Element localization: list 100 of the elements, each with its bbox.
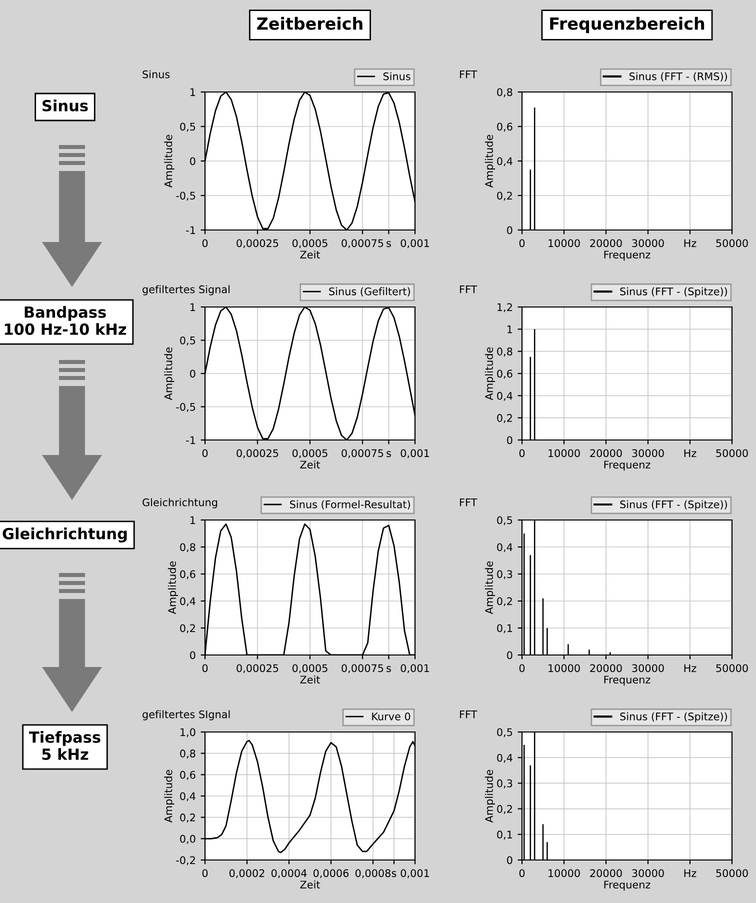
legend-label: Sinus (FFT - (RMS))	[629, 72, 727, 82]
x-tick-label: 0,00025	[236, 239, 278, 248]
x-tick-label: 50000	[716, 239, 748, 248]
x-tick-label: 0	[202, 239, 208, 248]
x-tick-label: 50000	[716, 449, 748, 458]
x-tick-label: 10000	[548, 449, 580, 458]
x-tick-label: 50000	[716, 869, 748, 878]
y-axis-title: Amplitude	[164, 347, 174, 400]
y-tick-label: 0,8	[180, 750, 196, 758]
chart-title: FFT	[460, 498, 478, 506]
y-tick-label: 0,5	[497, 516, 512, 526]
legend-label: Sinus (FFT - (Spitze))	[620, 287, 727, 298]
x-tick-label: 20000	[590, 664, 622, 672]
x-tick-label: Hz	[684, 664, 696, 672]
y-tick-label: 1	[507, 326, 512, 334]
x-tick-label: 0	[519, 664, 525, 672]
text: Gleichrichtung	[2, 528, 127, 542]
y-tick-label: 0,2	[497, 192, 512, 201]
x-tick-label: 30000	[632, 869, 664, 878]
text: Tiefpass 5 kHz	[29, 731, 100, 760]
y-tick-label: 0,3	[497, 779, 512, 788]
x-axis-title: Frequenz	[604, 460, 650, 471]
y-tick-label: -0,2	[176, 856, 195, 866]
chart-title: gefiltertes SIgnal	[142, 710, 230, 720]
text: Bandpass 100 Hz-10 kHz	[4, 306, 126, 335]
legend-label: Sinus (Formel-Resultat)	[290, 500, 410, 510]
y-tick-label: 0,2	[180, 624, 195, 634]
y-tick-label: -1	[186, 436, 196, 444]
y-tick-label: -0,5	[176, 192, 196, 201]
y-tick-label: 0,6	[180, 770, 196, 780]
x-tick-label: 0,00075	[342, 239, 384, 248]
x-tick-label: 0,0002	[229, 869, 264, 878]
chart-title: Gleichrichtung	[142, 498, 218, 508]
x-tick-label: 0	[202, 664, 208, 672]
y-tick-label: 0,4	[497, 543, 512, 552]
x-tick-label: s	[386, 241, 391, 248]
y-tick-label: 1	[190, 516, 196, 524]
x-axis-title: Zeit	[300, 880, 320, 889]
y-tick-label: 0,6	[180, 570, 196, 580]
y-tick-label: 0,8	[497, 88, 512, 98]
y-tick-label: 0,4	[180, 597, 196, 606]
legend-label: Kurve 0	[372, 712, 410, 720]
y-tick-label: 0,2	[497, 414, 512, 423]
x-tick-label: 10000	[548, 239, 580, 248]
y-axis-title: Amplitude	[484, 561, 496, 614]
x-tick-label: Hz	[684, 449, 696, 457]
x-tick-label: 0,00075	[342, 664, 384, 674]
x-tick-label: 10000	[548, 664, 580, 672]
x-tick-label: s	[386, 666, 391, 672]
y-tick-label: 0,3	[497, 570, 512, 580]
y-tick-label: -0,5	[176, 402, 196, 412]
text: Sinus	[42, 100, 88, 112]
x-tick-label: 0	[202, 449, 208, 458]
y-tick-label: 0	[190, 370, 196, 378]
y-tick-label: 0,6	[497, 122, 512, 132]
y-tick-label: 0,1	[497, 830, 512, 840]
x-tick-label: s	[392, 871, 396, 878]
y-tick-label: 0,2	[180, 814, 195, 822]
x-tick-label: 0,0005	[292, 239, 328, 248]
x-tick-label: 0,001	[400, 869, 429, 878]
y-axis-title: Amplitude	[484, 347, 496, 400]
x-tick-label: 0,0008	[355, 869, 391, 878]
y-tick-label: 0	[190, 157, 196, 166]
x-tick-label: 0,0004	[271, 869, 307, 878]
chart-title: FFT	[460, 286, 478, 294]
y-tick-label: 0,5	[180, 122, 196, 132]
y-tick-label: 0,4	[497, 392, 512, 401]
y-tick-label: 1,2	[498, 303, 512, 312]
y-tick-label: 0	[190, 651, 196, 660]
y-tick-label: 1	[190, 88, 196, 96]
y-axis-title: Amplitude	[168, 561, 178, 614]
x-tick-label: 30000	[632, 239, 664, 248]
chart-title: FFT	[460, 70, 478, 78]
y-axis-title: Amplitude	[484, 134, 496, 188]
y-tick-label: 0,8	[180, 543, 196, 552]
text: Zeitbereich	[257, 16, 362, 30]
y-tick-label: -1	[186, 226, 196, 234]
x-tick-label: 10000	[548, 869, 580, 878]
y-tick-label: 0,5	[180, 336, 196, 346]
x-tick-label: 0,001	[400, 449, 429, 458]
y-tick-label: 0,4	[180, 792, 196, 802]
y-tick-label: 0,6	[497, 370, 512, 379]
x-tick-label: 0	[519, 239, 525, 248]
legend-label: Sinus (FFT - (Spitze))	[620, 500, 727, 510]
x-tick-label: 0	[519, 449, 525, 458]
x-tick-label: s	[386, 451, 391, 458]
x-tick-label: Hz	[684, 239, 696, 247]
x-tick-label: 0,0005	[292, 449, 328, 458]
y-axis-title: Amplitude	[164, 770, 174, 823]
y-tick-label: 1	[190, 303, 196, 311]
x-tick-label: 20000	[590, 449, 622, 458]
y-tick-label: 1,0	[180, 728, 196, 738]
x-axis-title: Frequenz	[604, 880, 650, 891]
x-axis-title: Frequenz	[604, 250, 650, 261]
y-tick-label: 0,2	[497, 805, 512, 814]
x-tick-label: 0,001	[400, 239, 429, 248]
chart-title: gefiltertes Signal	[142, 285, 230, 296]
x-tick-label: 30000	[632, 449, 664, 458]
x-tick-label: 0	[519, 869, 525, 878]
y-tick-label: 0,4	[497, 754, 512, 763]
